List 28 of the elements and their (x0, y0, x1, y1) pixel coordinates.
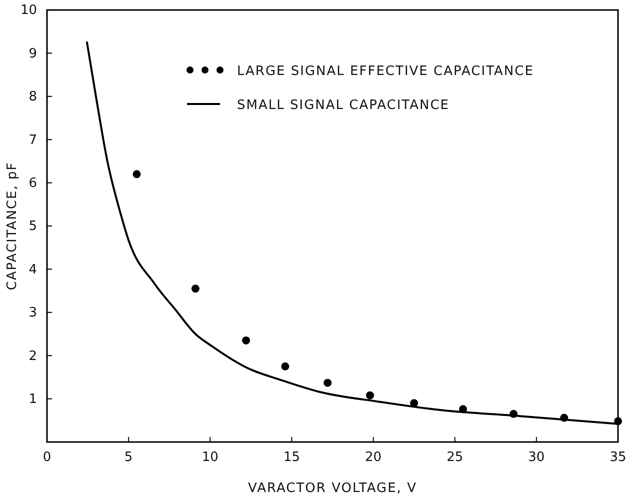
y-tick-label: 9 (28, 46, 37, 62)
x-tick-label: 30 (528, 450, 545, 466)
x-tick-label: 5 (124, 450, 133, 466)
y-tick-label: 1 (28, 392, 37, 407)
legend-label: SMALL SIGNAL CAPACITANCE (237, 98, 450, 113)
y-tick-label: 4 (28, 262, 37, 278)
y-tick-label: 2 (28, 348, 37, 364)
x-tick-label: 10 (202, 450, 218, 466)
x-tick-label: 15 (283, 450, 300, 466)
point (366, 391, 374, 400)
y-tick-label: 10 (20, 3, 37, 18)
x-tick-label: 20 (365, 450, 382, 466)
x-tick-label: 35 (610, 450, 626, 466)
y-tick-label: 7 (28, 132, 37, 148)
y-tick-label: 5 (28, 219, 37, 234)
x-axis-title: VARACTOR VOLTAGE, V (248, 481, 417, 496)
x-tick-label: 25 (446, 450, 464, 466)
point (324, 378, 332, 387)
y-axis-title: CAPACITANCE, pF (5, 162, 20, 290)
point (132, 170, 141, 178)
point (281, 362, 290, 370)
legend-label: LARGE SIGNAL EFFECTIVE CAPACITANCE (237, 64, 534, 79)
y-tick-label: 8 (28, 90, 37, 105)
x-tick-label: 0 (42, 450, 52, 466)
y-tick-label: 6 (28, 176, 37, 191)
point (191, 284, 200, 293)
y-tick-label: 3 (28, 306, 37, 321)
point (242, 336, 250, 344)
